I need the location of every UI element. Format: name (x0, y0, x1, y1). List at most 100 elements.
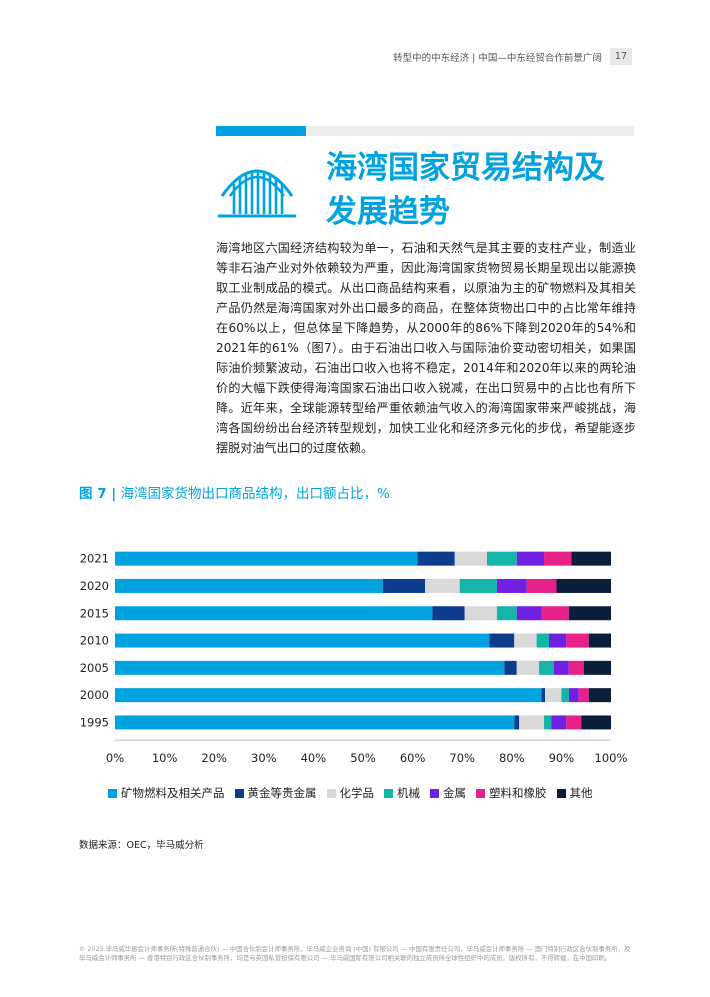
bar-segment (417, 551, 455, 566)
bar-segment (115, 551, 418, 566)
bar-segment (115, 578, 383, 593)
chart-legend: 矿物燃料及相关产品 黄金等贵金属 化学品 机械 金属 塑料和橡胶 其他 (108, 785, 603, 801)
legend-item: 其他 (556, 785, 593, 801)
y-tick-label: 2005 (80, 661, 109, 675)
bar-segment (561, 688, 569, 703)
x-tick-label: 70% (449, 751, 475, 765)
bar-segment (578, 688, 589, 703)
legend-label: 其他 (569, 786, 593, 800)
x-tick-label: 50% (350, 751, 376, 765)
bar-segment (588, 633, 611, 648)
bar-segment (115, 660, 505, 675)
bar-segment (115, 688, 542, 703)
legend-swatch (430, 788, 439, 798)
page-number: 17 (609, 48, 632, 65)
bar-segment (568, 606, 611, 621)
bar-segment (464, 606, 497, 621)
legend-label: 黄金等贵金属 (247, 786, 317, 800)
bar-segment (504, 660, 517, 675)
sunrise-bars-icon (216, 154, 298, 224)
legend-item: 黄金等贵金属 (234, 785, 317, 801)
stacked-bar-chart: 2021 2020 2015 2010 2005 2000 1995 0% 10% 20% 30% 4… (80, 551, 628, 765)
bar-segment (514, 715, 520, 730)
legend-swatch (326, 788, 336, 798)
bar-segment (514, 633, 537, 648)
legend-item: 化学品 (326, 785, 375, 801)
y-tick-label: 2010 (80, 634, 109, 648)
bar-segment (549, 633, 567, 648)
figure-label: 图 7 | (79, 486, 117, 502)
section-rule-accent (216, 126, 306, 136)
legend-item: 金属 (430, 785, 466, 801)
x-tick-label: 80% (499, 751, 525, 765)
bar-segment (541, 606, 569, 621)
copyright-footer: © 2023 毕马威华振会计师事务所(特殊普通合伙) — 中国合伙制会计师事务所… (79, 945, 631, 962)
legend-swatch (556, 788, 566, 798)
bar-segment (583, 660, 611, 675)
section-title-line1: 海湾国家贸易结构及 (326, 150, 605, 186)
x-tick-label: 40% (301, 751, 327, 765)
bar-segment (539, 660, 554, 675)
body-paragraph: 海湾地区六国经济结构较为单一，石油和天然气是其主要的支柱产业，制造业等非石油产业… (216, 241, 636, 455)
legend-label: 化学品 (339, 786, 375, 800)
figure-title: 海湾国家货物出口商品结构，出口额占比，% (120, 486, 390, 502)
x-tick-label: 20% (201, 751, 227, 765)
bar-segment (526, 578, 557, 593)
bar-segment (382, 578, 425, 593)
bar-segment (551, 715, 567, 730)
legend-label: 金属 (443, 786, 466, 800)
y-tick-label: 2020 (80, 579, 109, 593)
bar-segment (544, 715, 552, 730)
x-tick-label: 30% (251, 751, 277, 765)
bar-segment (115, 715, 515, 730)
bar-segment (496, 578, 527, 593)
bar-segment (519, 715, 545, 730)
bar-segment (487, 551, 517, 566)
bar-segment (541, 688, 546, 703)
legend-swatch (476, 788, 485, 798)
data-source: 数据来源：OEC，毕马威分析 (79, 840, 204, 851)
section-title: 海湾国家贸易结构及 发展趋势 (326, 146, 656, 234)
bar-segment (459, 578, 497, 593)
bar-segment (516, 551, 545, 566)
bar-segment (516, 660, 540, 675)
bar-segment (545, 688, 562, 703)
bar-segment (489, 633, 515, 648)
x-tick-label: 60% (400, 751, 426, 765)
legend-label: 机械 (397, 786, 420, 800)
legend-item: 矿物燃料及相关产品 (108, 785, 225, 801)
legend-label: 矿物燃料及相关产品 (121, 786, 225, 800)
bar-segment (556, 578, 611, 593)
legend-swatch (108, 788, 117, 798)
y-tick-label: 2015 (80, 606, 109, 620)
legend-label: 塑料和橡胶 (489, 786, 547, 800)
legend-item: 机械 (384, 785, 420, 801)
legend-item: 塑料和橡胶 (476, 785, 547, 801)
bar-segment (566, 715, 582, 730)
y-tick-label: 1995 (80, 715, 109, 729)
y-tick-label: 2000 (80, 688, 109, 702)
x-tick-label: 100% (595, 751, 628, 765)
bar-segment (566, 633, 589, 648)
bar-segment (454, 551, 487, 566)
bar-segment (425, 578, 460, 593)
bar-segment (568, 660, 584, 675)
x-tick-label: 10% (152, 751, 178, 765)
x-tick-label: 0% (106, 751, 124, 765)
running-header: 转型中的中东经济 | 中国—中东经贸合作前景广阔 17 (393, 48, 632, 65)
bar-segment (115, 606, 433, 621)
bar-segment (536, 633, 549, 648)
header-text: 转型中的中东经济 | 中国—中东经贸合作前景广阔 (393, 52, 602, 64)
figure-caption: 图 7 | 海湾国家货物出口商品结构，出口额占比，% (79, 482, 390, 502)
bar-segment (571, 551, 611, 566)
bar-segment (496, 606, 517, 621)
bar-segment (568, 688, 579, 703)
bar-segment (553, 660, 569, 675)
bar-segment (588, 688, 611, 703)
y-tick-label: 2021 (80, 552, 109, 566)
bar-segment (581, 715, 611, 730)
bar-segment (115, 633, 490, 648)
bar-segment (516, 606, 542, 621)
bar-segment (544, 551, 572, 566)
bar-segment (432, 606, 465, 621)
